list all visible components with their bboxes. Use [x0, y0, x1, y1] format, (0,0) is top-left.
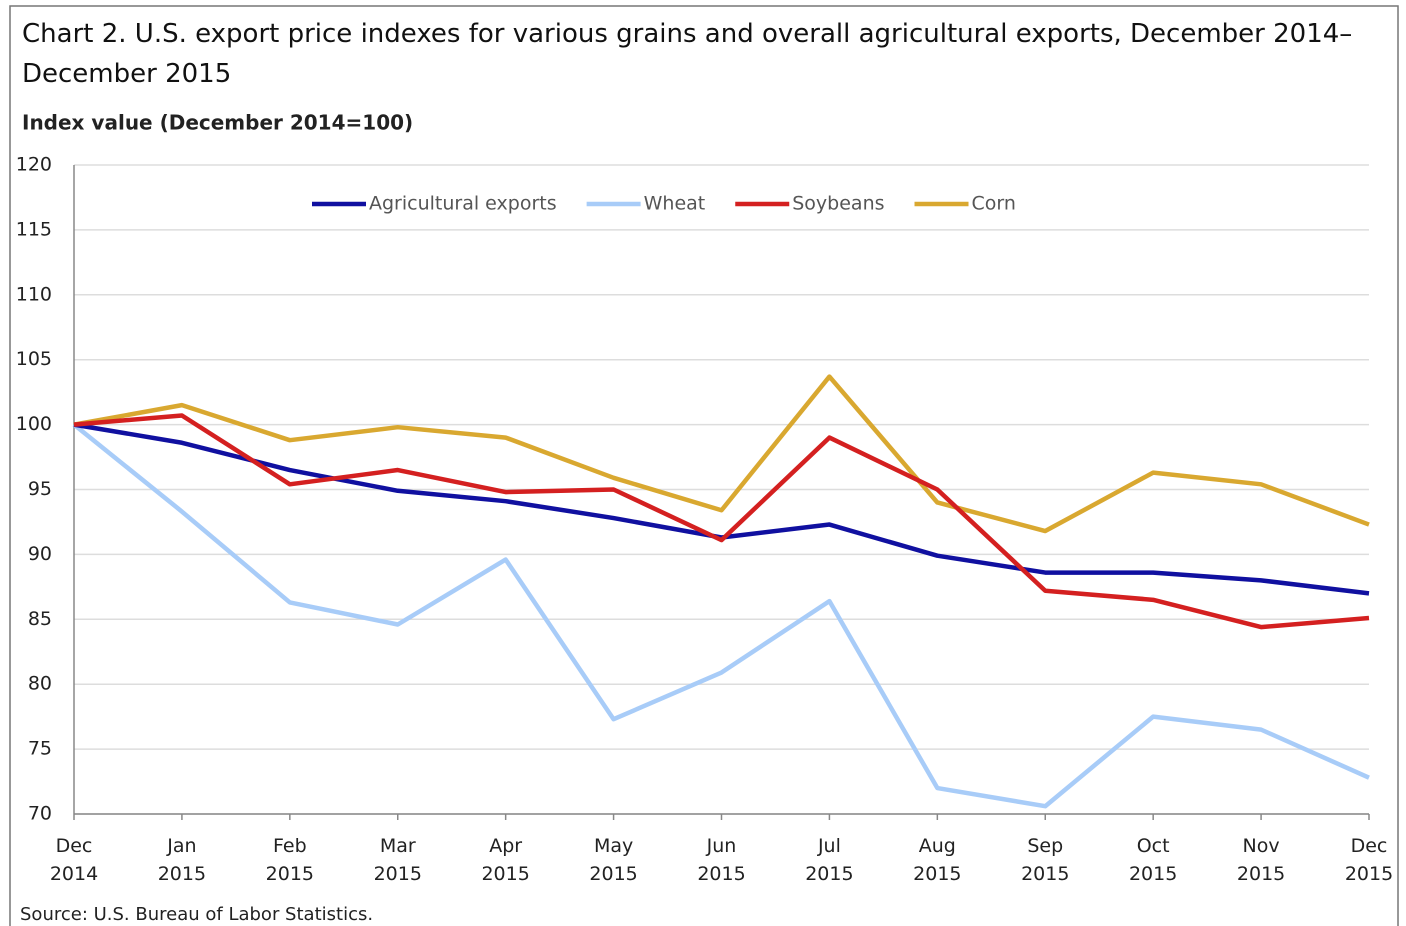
legend-label: Soybeans — [792, 193, 884, 215]
legend-label: Wheat — [644, 193, 706, 215]
x-tick-label: Feb 2015 — [265, 835, 314, 885]
x-tick-label: Nov 2015 — [1236, 835, 1286, 885]
y-tick-label: 80 — [28, 673, 52, 695]
y-tick-label: 105 — [16, 348, 52, 370]
legend-label: Agricultural exports — [369, 193, 557, 215]
frame — [9, 5, 1399, 926]
x-tick-label: Dec 2014 — [49, 835, 99, 885]
y-tick-label: 75 — [28, 738, 52, 760]
x-tick-label: Jul 2015 — [805, 835, 854, 885]
series-line — [73, 374, 1370, 534]
x-tick-label: Oct 2015 — [1128, 835, 1178, 885]
x-tick-label: Aug 2015 — [913, 835, 962, 885]
x-tick-label: Apr 2015 — [481, 835, 530, 885]
y-tick-label: 100 — [16, 413, 52, 435]
y-tick-label: 70 — [28, 803, 52, 825]
y-tick-label: 115 — [16, 218, 52, 240]
y-tick-label: 90 — [28, 543, 52, 565]
x-tick-label: May 2015 — [589, 835, 638, 885]
legend-label: Corn — [972, 193, 1016, 215]
source: Source: U.S. Bureau of Labor Statistics. — [20, 904, 373, 925]
x-tick-label: Jun 2015 — [697, 835, 746, 885]
y-tick-label: 95 — [28, 478, 52, 500]
y-tick-label: 110 — [16, 283, 52, 305]
y-tick-label: 120 — [16, 154, 52, 176]
x-tick-label: Jan 2015 — [157, 835, 207, 885]
y-axis-label: Index value (December 2014=100) — [22, 111, 413, 135]
x-tick-label: Mar 2015 — [373, 835, 422, 885]
series-line — [72, 422, 1370, 809]
series-line — [73, 413, 1370, 630]
x-tick-label: Sep 2015 — [1021, 835, 1070, 885]
chart-title: Chart 2. U.S. export price indexes for v… — [22, 19, 1353, 89]
y-tick-label: 85 — [28, 608, 52, 630]
x-tick-label: Dec 2015 — [1344, 835, 1394, 885]
